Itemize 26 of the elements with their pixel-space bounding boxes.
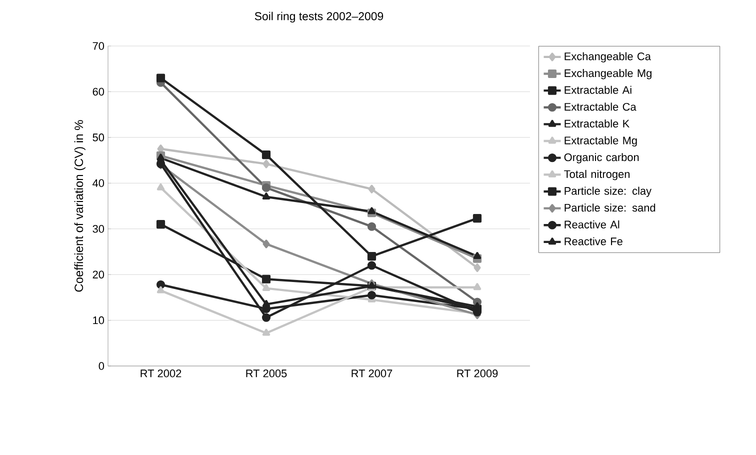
y-axis-title: Coefficient of variation (CV) in % (74, 120, 86, 292)
legend-label: Exchangeable Ca (564, 52, 651, 62)
chart-title: Soil ring tests 2002–2009 (254, 12, 384, 22)
y-tick-label: 30 (92, 224, 104, 233)
y-tick-label: 10 (93, 316, 104, 324)
x-tick-label: RT 2007 (352, 370, 392, 378)
y-tick-label: 20 (92, 270, 104, 278)
legend-label: Extractable Mg (564, 136, 637, 147)
x-tick-label: RT 2002 (140, 370, 182, 378)
y-tick-label: 40 (92, 179, 104, 188)
legend-label: Extractable Ai (564, 86, 632, 94)
y-tick-label: 0 (98, 362, 104, 370)
legend-label: Organic carbon (564, 153, 639, 164)
legend-label: Reactive Al (564, 220, 620, 228)
legend-label: Extractable Ca (564, 102, 636, 111)
legend-label: Exchangeable Mg (564, 69, 652, 80)
legend-label: Particle size: sand (564, 204, 656, 212)
legend-label: Extractable K (564, 119, 630, 128)
x-tick-label: RT 2009 (457, 370, 498, 378)
legend-label: Total nitrogen (564, 170, 630, 180)
y-tick-label: 60 (92, 88, 104, 96)
x-tick-label: RT 2005 (246, 370, 287, 378)
y-tick-label: 70 (92, 42, 104, 50)
legend-label: Particle size: clay (564, 186, 652, 197)
legend-label: Reactive Fe (564, 237, 622, 246)
y-tick-label: 50 (92, 134, 104, 142)
